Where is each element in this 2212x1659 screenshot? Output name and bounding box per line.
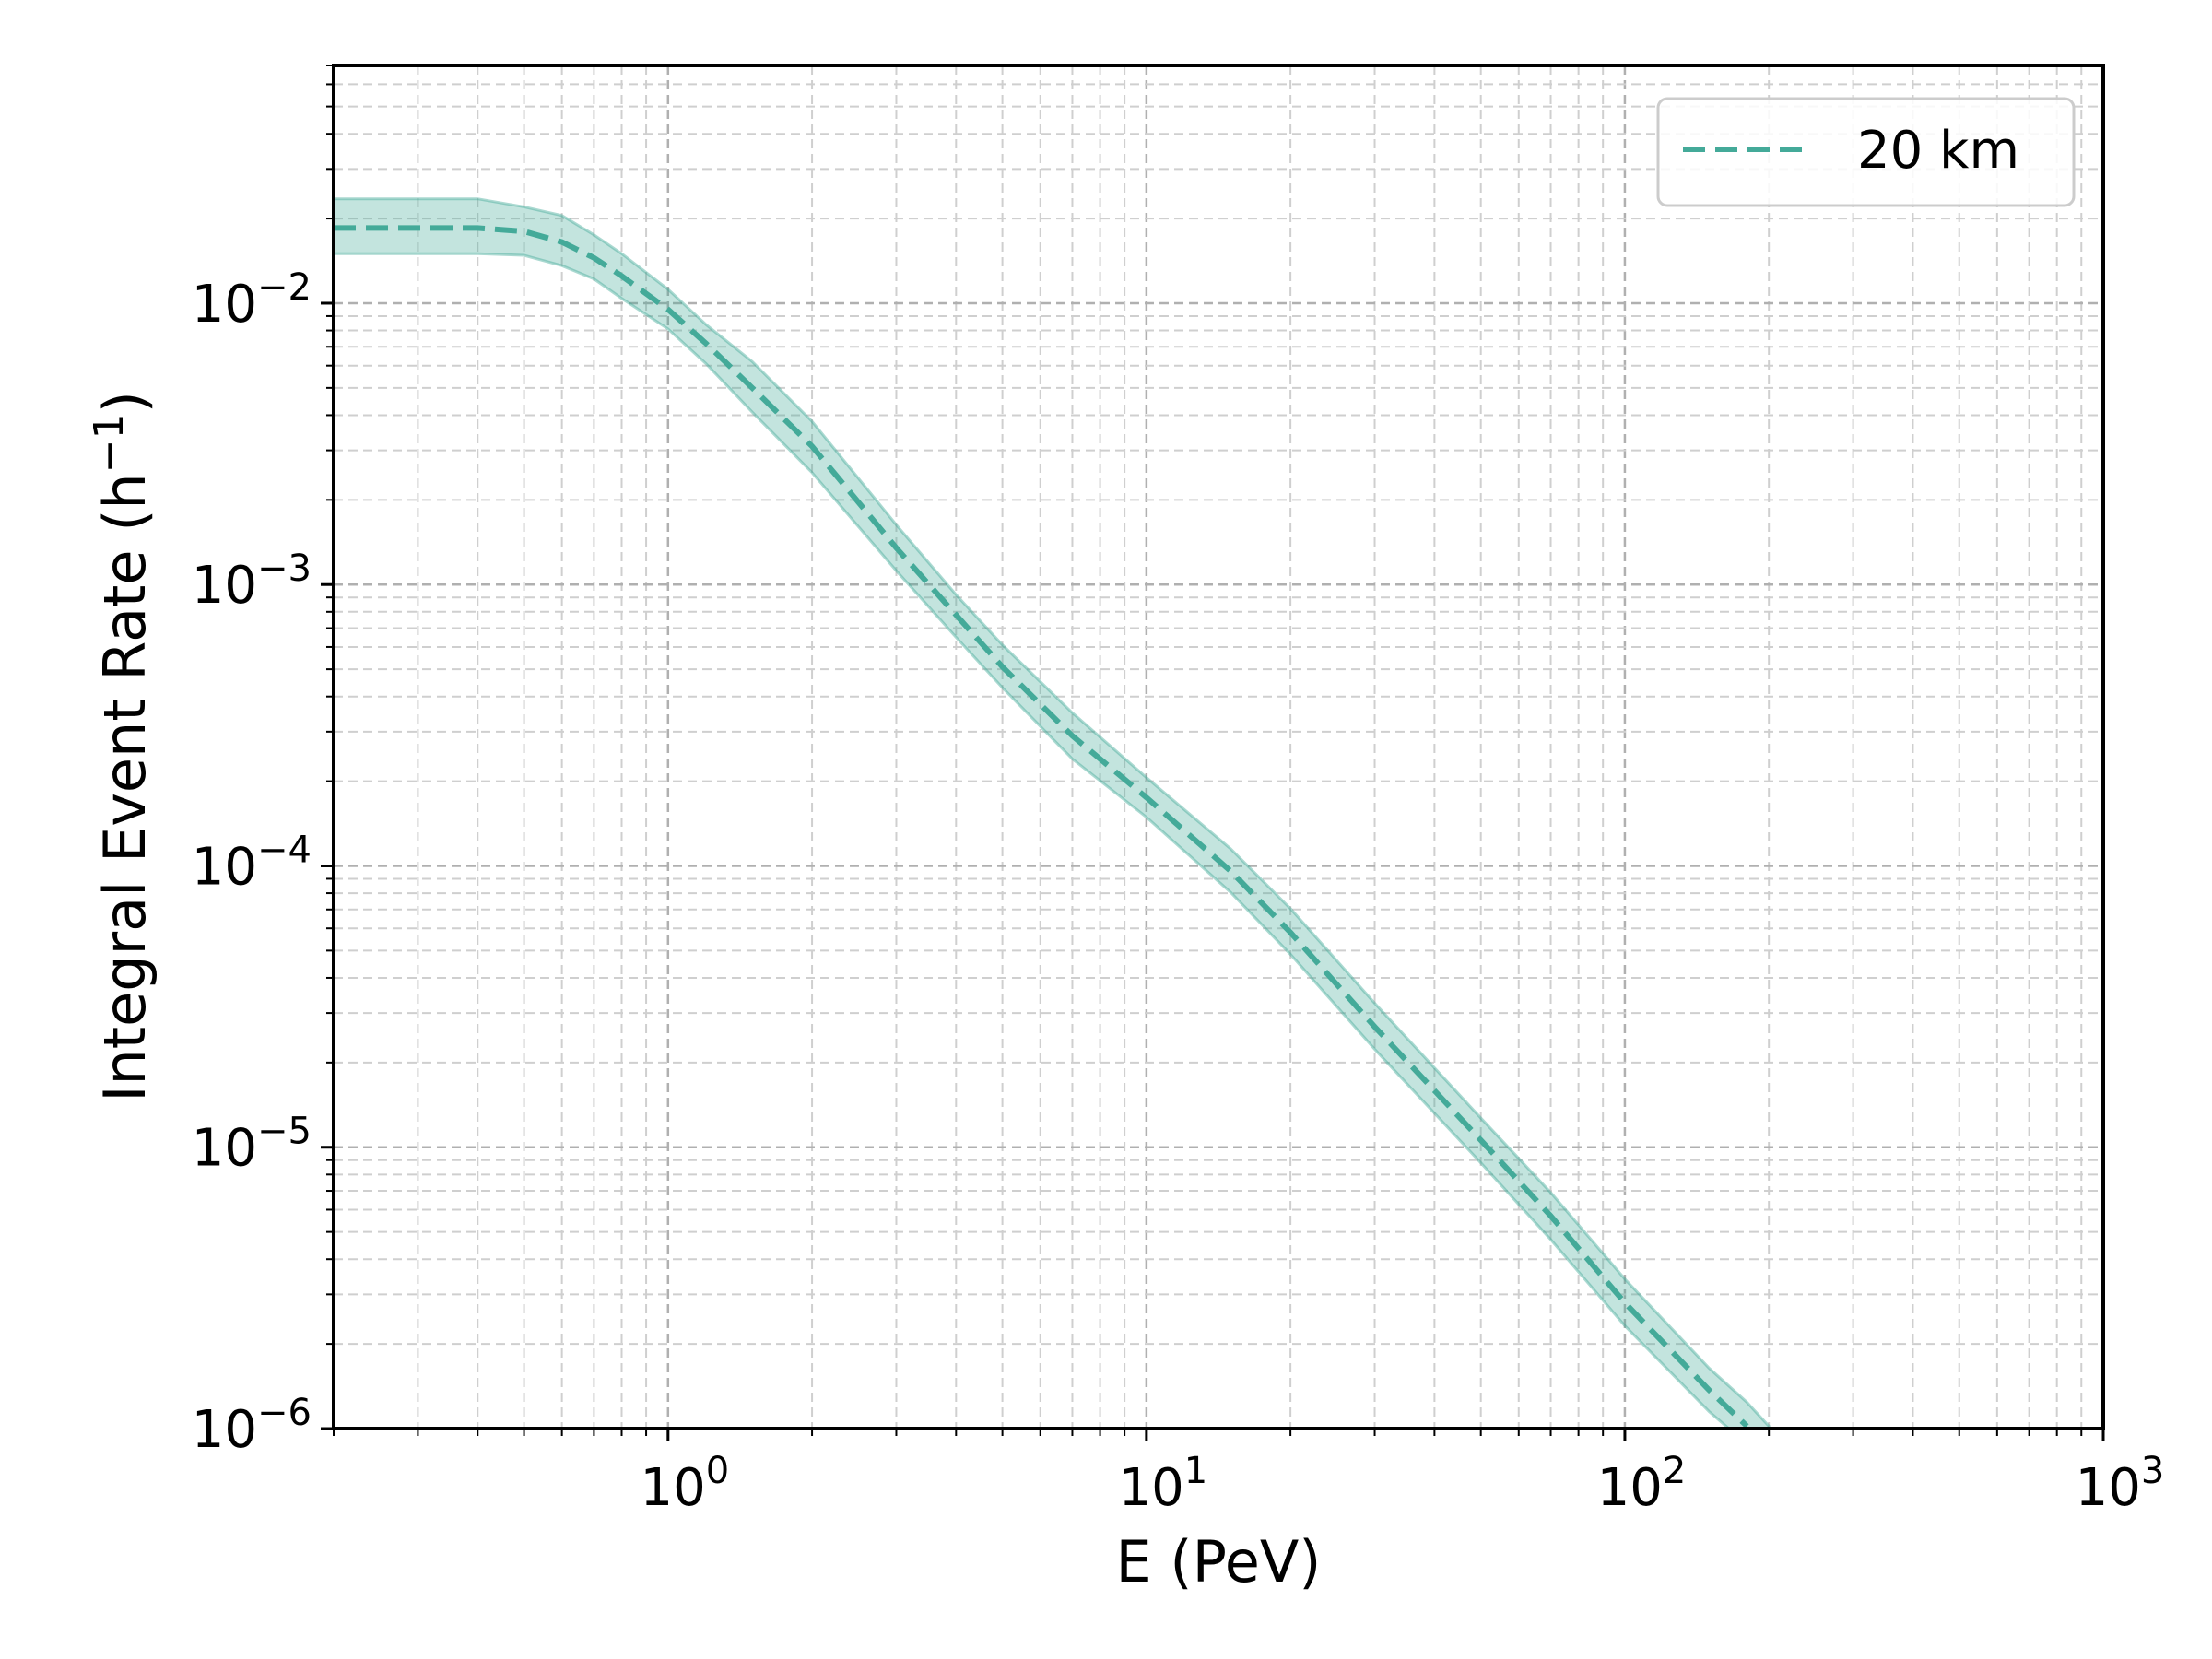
x-tick-label: 100 <box>640 1450 729 1518</box>
y-axis-label-close: ) <box>91 391 159 413</box>
legend-frame <box>1656 97 2076 207</box>
y-axis-label-main: Integral Event Rate (h <box>91 473 159 1101</box>
legend: 20 km <box>1656 97 2076 207</box>
y-tick-label: 10−4 <box>192 829 312 897</box>
uncertainty-band <box>334 197 1771 1429</box>
y-tick-label: 10−2 <box>192 266 312 335</box>
y-tick-label: 10−5 <box>192 1111 312 1179</box>
y-tick-label: 10−3 <box>192 547 312 616</box>
x-tick-label: 102 <box>1597 1450 1687 1518</box>
y-tick-label: 10−6 <box>192 1392 312 1460</box>
x-tick-label: 103 <box>2076 1450 2165 1518</box>
axis-ticks <box>321 65 2105 1441</box>
y-axis-label-exponent: −1 <box>86 413 133 473</box>
series-line-20-km <box>334 225 1749 1429</box>
x-axis-label: E (PeV) <box>1116 1528 1322 1595</box>
legend-label-20-km: 20 km <box>1857 121 2019 181</box>
plot-frame <box>332 64 2105 1430</box>
y-axis-label: Integral Event Rate (h−1) <box>86 391 159 1102</box>
x-tick-label: 101 <box>1119 1450 1208 1518</box>
tick-labels: 100 101 102 103 10−2 10−3 10−4 10−5 10−6 <box>192 266 2165 1518</box>
